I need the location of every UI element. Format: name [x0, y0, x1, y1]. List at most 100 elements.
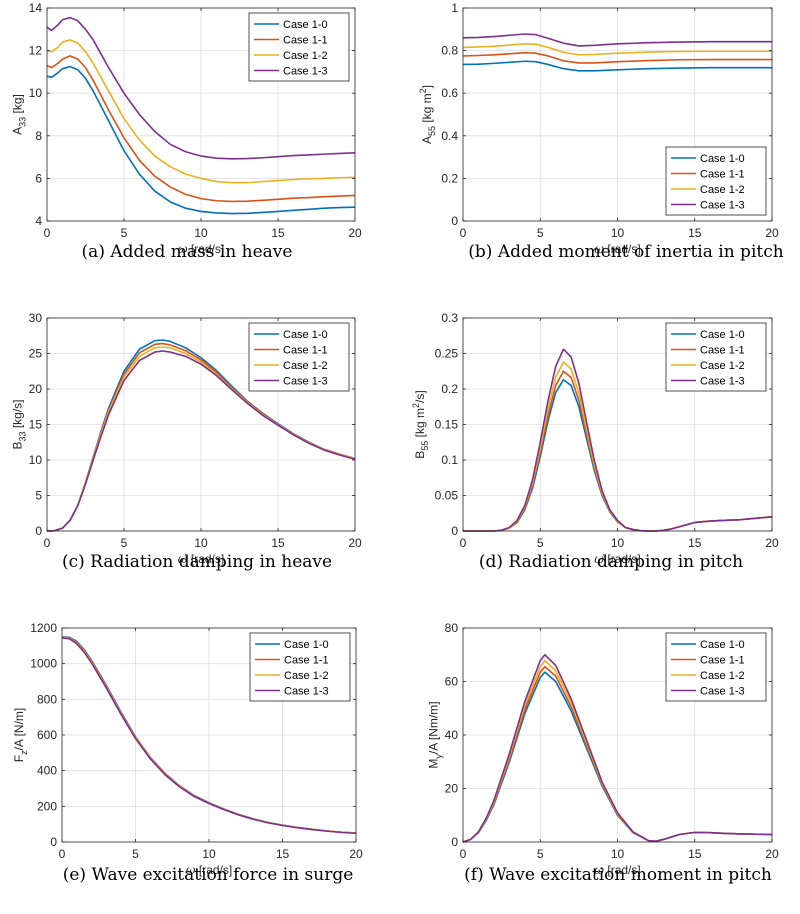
- legend-entry: Case 1-1: [283, 345, 328, 357]
- legend-entry: Case 1-0: [700, 639, 745, 651]
- y-tick-label: 0.1: [441, 453, 458, 467]
- series-line-2: [46, 39, 356, 184]
- legend: Case 1-0 Case 1-1 Case 1-2 Case 1-3: [665, 322, 767, 392]
- subfigure-caption: (c) Radiation damping in heave: [62, 552, 332, 572]
- series-line-3: [46, 350, 356, 532]
- y-tick-label: 0.4: [441, 129, 458, 143]
- y-tick-label: 8: [35, 129, 42, 143]
- y-tick-label: 0.3: [441, 311, 458, 325]
- subfigure-caption: (a) Added mass in heave: [82, 242, 293, 262]
- y-axis-label: A55 [kg m2]: [418, 85, 437, 144]
- y-tick-label: 0.8: [441, 44, 458, 58]
- x-tick-label: 20: [348, 226, 362, 240]
- x-tick-label: 5: [537, 847, 544, 861]
- subfigure-caption: (e) Wave excitation force in surge: [63, 865, 354, 885]
- series-line-1: [46, 55, 356, 203]
- x-tick-label: 20: [765, 226, 779, 240]
- y-tick-label: 0.25: [435, 347, 459, 361]
- legend-entry: Case 1-0: [700, 153, 745, 165]
- x-axis-label: ω [rad/s]: [594, 242, 640, 256]
- legend-entry: Case 1-3: [284, 686, 329, 698]
- y-tick-label: 60: [445, 675, 459, 689]
- legend-entry: Case 1-1: [284, 655, 329, 667]
- x-axis-label: ω [rad/s]: [594, 552, 640, 566]
- x-tick-label: 0: [44, 226, 51, 240]
- x-tick-label: 5: [537, 226, 544, 240]
- y-tick-label: 0: [451, 524, 458, 538]
- y-axis-label: My/A [Nm/m]: [427, 701, 444, 768]
- series-line-0: [46, 65, 356, 215]
- legend: Case 1-0 Case 1-1 Case 1-2 Case 1-3: [665, 146, 767, 216]
- chart-a: 0 5 10 15 20 4 6 8 10 12 14 ω [rad/s] A33 [kg] Case 1…: [11, 1, 362, 262]
- y-tick-label: 1000: [30, 657, 57, 671]
- x-tick-label: 0: [59, 847, 66, 861]
- series-line-3: [462, 653, 773, 843]
- legend-entry: Case 1-0: [700, 329, 745, 341]
- x-axis-label: ω [rad/s]: [178, 552, 224, 566]
- x-tick-label: 20: [349, 847, 363, 861]
- x-tick-label: 20: [765, 847, 779, 861]
- series-line-0: [462, 60, 772, 72]
- series-line-3: [463, 348, 773, 532]
- legend-entry: Case 1-2: [283, 50, 328, 62]
- legend-entry: Case 1-3: [283, 66, 328, 78]
- x-axis-label: ω [rad/s]: [594, 863, 640, 877]
- x-tick-label: 15: [688, 847, 702, 861]
- y-tick-label: 4: [35, 214, 42, 228]
- x-tick-label: 15: [271, 226, 285, 240]
- series-line-1: [462, 51, 772, 64]
- y-axis-label: B55 [kg m2/s]: [411, 390, 430, 458]
- legend-entry: Case 1-3: [700, 200, 745, 212]
- x-tick-label: 0: [460, 847, 467, 861]
- series-line-2: [462, 42, 772, 56]
- y-tick-label: 0: [451, 214, 458, 228]
- y-tick-label: 25: [29, 347, 43, 361]
- x-tick-label: 15: [688, 536, 702, 550]
- y-axis-label: Fz/A [N/m]: [12, 708, 29, 763]
- x-tick-label: 5: [121, 226, 128, 240]
- y-tick-label: 400: [37, 764, 57, 778]
- legend-entry: Case 1-0: [283, 329, 328, 341]
- legend-entry: Case 1-3: [700, 686, 745, 698]
- y-tick-label: 20: [445, 782, 459, 796]
- x-axis-label: ω [rad/s]: [186, 863, 232, 877]
- subfigure-caption: (b) Added moment of inertia in pitch: [468, 242, 783, 262]
- y-tick-label: 20: [29, 382, 43, 396]
- legend: Case 1-0 Case 1-1 Case 1-2 Case 1-3: [248, 322, 350, 392]
- legend-entry: Case 1-1: [700, 655, 745, 667]
- x-tick-label: 10: [611, 226, 625, 240]
- legend-entry: Case 1-1: [700, 345, 745, 357]
- x-tick-label: 10: [611, 536, 625, 550]
- y-tick-label: 600: [37, 728, 57, 742]
- legend-entry: Case 1-3: [700, 376, 745, 388]
- y-tick-label: 10: [29, 453, 43, 467]
- chart-c: 0 5 10 15 20 0 5 10 15 20 25 30 ω [rad/s] B33 [kg/s] C…: [11, 311, 362, 572]
- y-tick-label: 1200: [30, 621, 57, 635]
- legend-entry: Case 1-2: [284, 670, 329, 682]
- legend: Case 1-0 Case 1-1 Case 1-2 Case 1-3: [249, 632, 351, 702]
- legend-entry: Case 1-1: [700, 169, 745, 181]
- y-tick-label: 15: [29, 418, 43, 432]
- chart-d: 0 5 10 15 20 0 0.05 0.1 0.15 0.2 0.25 0.3 ω [rad/s] B…: [411, 311, 779, 572]
- y-tick-label: 10: [29, 86, 43, 100]
- y-tick-label: 0: [35, 524, 42, 538]
- x-tick-label: 5: [121, 536, 128, 550]
- x-tick-label: 0: [460, 226, 467, 240]
- series-line-3: [61, 637, 357, 835]
- x-tick-label: 15: [276, 847, 290, 861]
- chart-f: 0 5 10 15 20 0 20 40 60 80 ω [rad/s] My/A [Nm/m] Cas…: [427, 621, 779, 885]
- y-tick-label: 5: [35, 489, 42, 503]
- legend-entry: Case 1-2: [700, 360, 745, 372]
- y-tick-label: 0.2: [441, 171, 458, 185]
- chart-b: 0 5 10 15 20 0 0.2 0.4 0.6 0.8 1 ω [rad/s] A55 [kg m…: [418, 1, 784, 262]
- x-axis-label: ω [rad/s]: [178, 242, 224, 256]
- x-tick-label: 5: [132, 847, 139, 861]
- x-tick-label: 15: [271, 536, 285, 550]
- y-axis-label: B33 [kg/s]: [11, 399, 28, 449]
- legend-entry: Case 1-0: [284, 639, 329, 651]
- subfigure-caption: (f) Wave excitation moment in pitch: [464, 865, 772, 885]
- y-tick-label: 6: [35, 171, 42, 185]
- y-tick-label: 0.2: [441, 382, 458, 396]
